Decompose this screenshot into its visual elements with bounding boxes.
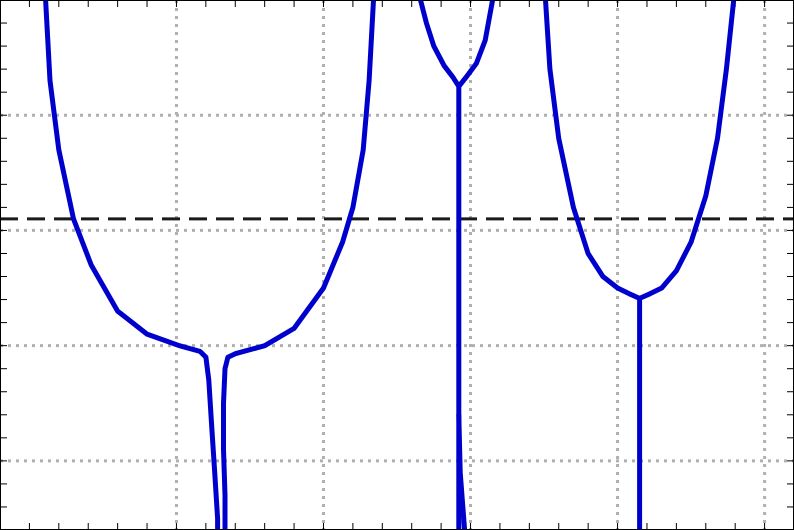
series-0-segment-3 bbox=[456, 412, 468, 530]
series-0-segment-2 bbox=[418, 0, 462, 530]
series-0-segment-0 bbox=[43, 0, 221, 530]
series-0-segment-6 bbox=[637, 0, 737, 301]
series-0-segment-1 bbox=[221, 0, 376, 530]
series-0-segment-5 bbox=[543, 0, 643, 301]
series-layer bbox=[43, 0, 737, 530]
series-0-segment-4 bbox=[456, 0, 496, 89]
